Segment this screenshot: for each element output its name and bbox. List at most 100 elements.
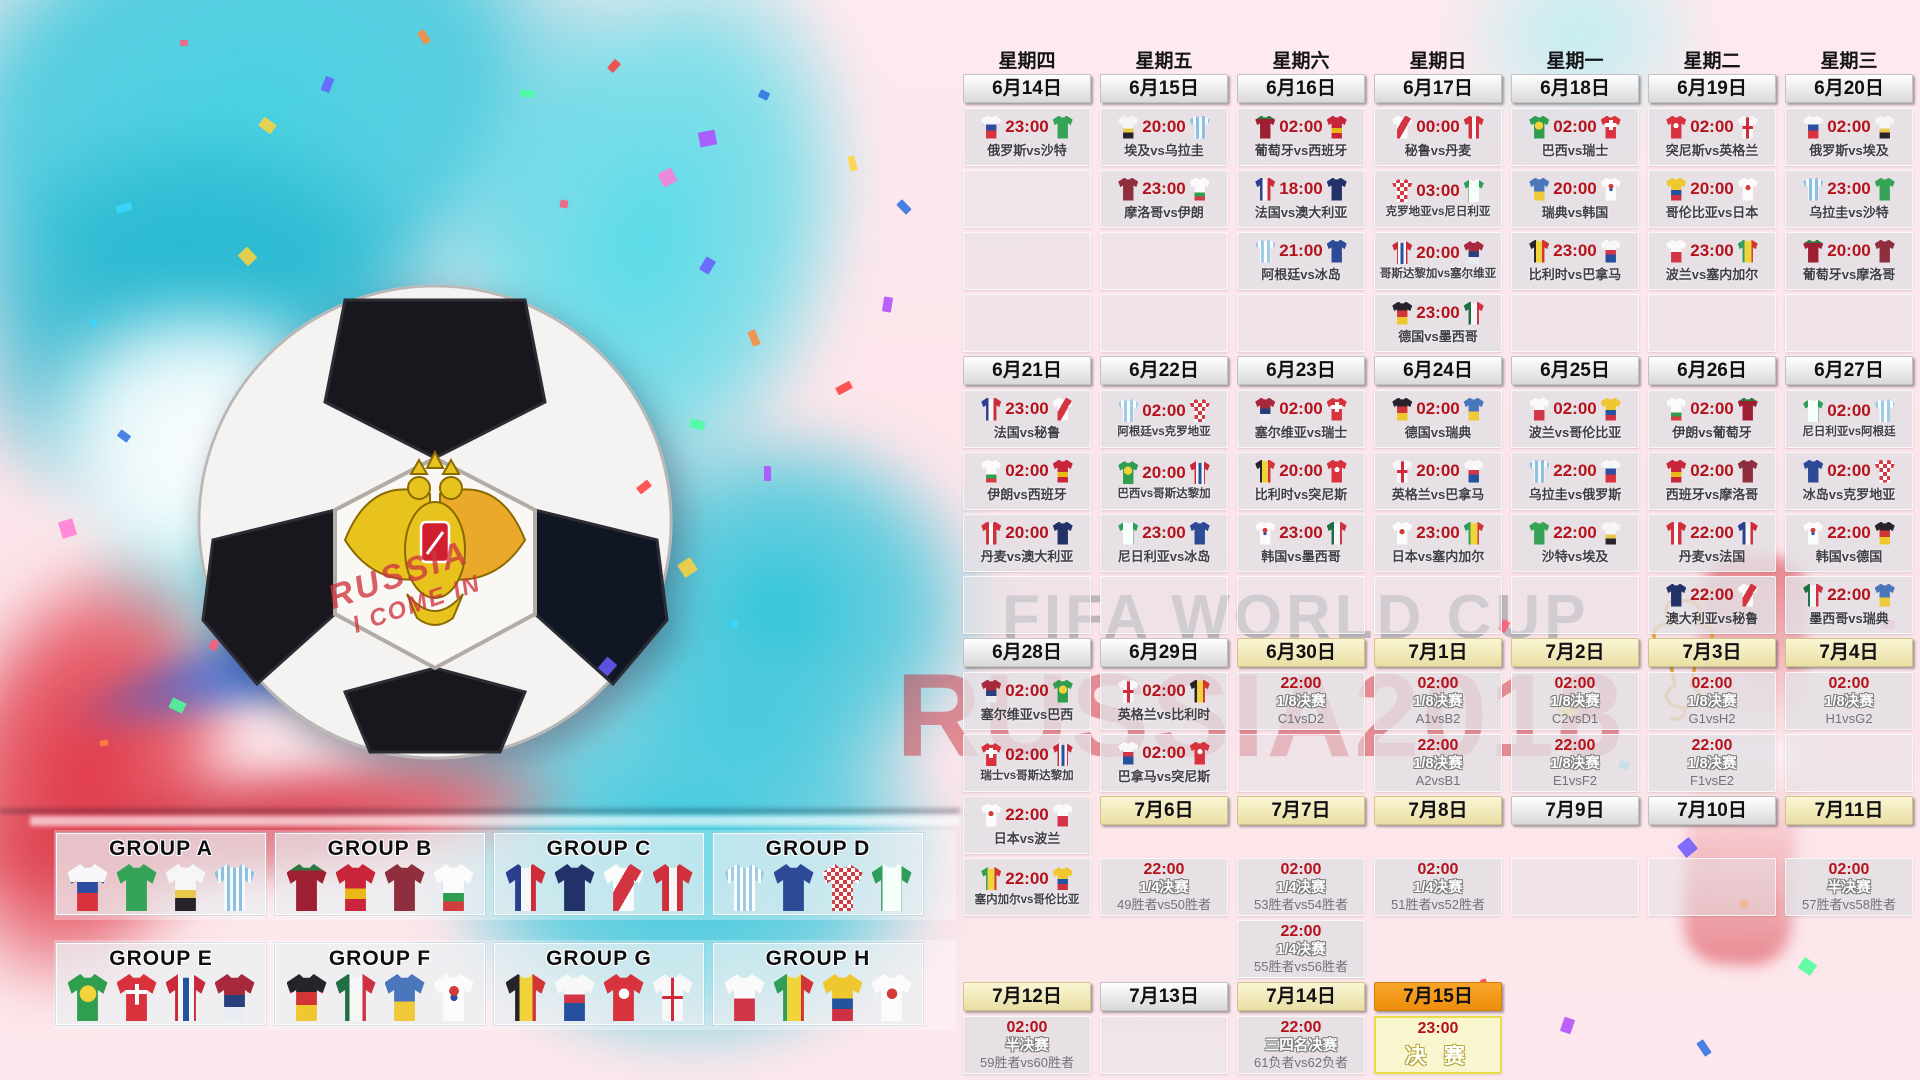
slot: 02:00 半决赛 59胜者vs60胜者 [963, 1016, 1091, 1074]
away-jersey-icon [1052, 115, 1073, 139]
slot: 02:00 半决赛 57胜者vs58胜者 [1785, 858, 1913, 916]
match-line: 22:00 [1529, 459, 1621, 483]
date-button[interactable]: 7月4日 [1785, 638, 1913, 667]
date-button[interactable]: 7月2日 [1511, 638, 1639, 667]
home-jersey-icon [1803, 177, 1824, 201]
date-button[interactable]: 6月30日 [1237, 638, 1365, 667]
slot [1785, 982, 1913, 1012]
date-button[interactable]: 6月17日 [1374, 74, 1502, 103]
schedule-row: 02:00 伊朗vs西班牙 20:00 巴西vs哥斯达黎加 20:00 比利时vs突尼斯 2… [963, 452, 1913, 510]
knockout-cell: 02:00 1/8决赛 A1vsB2 [1374, 672, 1502, 730]
match-time: 02:00 [1553, 117, 1597, 136]
slot: 23:00 韩国vs墨西哥 [1237, 514, 1365, 572]
away-jersey-icon [1052, 397, 1073, 421]
match-time: 21:00 [1279, 241, 1323, 260]
date-button[interactable]: 6月24日 [1374, 356, 1502, 385]
away-jersey-icon [1052, 521, 1073, 545]
match-line: 02:00 [1666, 397, 1758, 421]
home-jersey-icon [1118, 461, 1139, 484]
match-name: 德国vs墨西哥 [1398, 328, 1478, 344]
away-jersey-icon [1463, 115, 1484, 139]
match-cell: 22:00 塞内加尔vs哥伦比亚 [963, 858, 1091, 916]
home-jersey-icon [981, 459, 1002, 483]
date-button[interactable]: 7月13日 [1100, 982, 1228, 1011]
schedule-row: 23:00 摩洛哥vs伊朗 18:00 法国vs澳大利亚 03:00 克罗地亚vs尼日利亚… [963, 170, 1913, 228]
home-jersey-icon [1666, 239, 1687, 263]
weekday-label: 星期三 [1820, 51, 1878, 72]
date-button[interactable]: 7月3日 [1648, 638, 1776, 667]
away-jersey-icon [1874, 521, 1895, 545]
slot: 20:00 葡萄牙vs摩洛哥 [1785, 232, 1913, 290]
match-name: 乌拉圭vs俄罗斯 [1528, 486, 1622, 502]
match-cell: 20:00 英格兰vs巴拿马 [1374, 452, 1502, 510]
away-jersey-icon [1189, 679, 1210, 703]
date-button[interactable]: 7月15日 [1374, 982, 1502, 1011]
date-button[interactable]: 7月14日 [1237, 982, 1365, 1011]
match-line: 22:00 [1803, 521, 1895, 545]
group-panels: GROUP A GROUP B GROUP C GROUP D GROUP E GROUP… [56, 833, 923, 1025]
final-cell: 23:00 决 赛 [1374, 1016, 1502, 1074]
date-button[interactable]: 7月10日 [1648, 796, 1776, 825]
date-button[interactable]: 6月25日 [1511, 356, 1639, 385]
date-button[interactable]: 6月14日 [963, 74, 1091, 103]
home-jersey-icon [981, 397, 1002, 421]
date-button[interactable]: 7月6日 [1100, 796, 1228, 825]
away-jersey-icon [1874, 583, 1895, 607]
slot: 22:00 沙特vs埃及 [1511, 514, 1639, 572]
date-button[interactable]: 6月29日 [1100, 638, 1228, 667]
away-jersey-icon [1189, 741, 1210, 765]
slot: 18:00 法国vs澳大利亚 [1237, 170, 1365, 228]
date-button[interactable]: 6月18日 [1511, 74, 1639, 103]
date-button[interactable]: 6月16日 [1237, 74, 1365, 103]
match-cell: 02:00 伊朗vs葡萄牙 [1648, 390, 1776, 448]
date-button[interactable]: 7月7日 [1237, 796, 1365, 825]
jersey-icon [165, 974, 206, 1021]
slot: 20:00 瑞典vs韩国 [1511, 170, 1639, 228]
date-button[interactable]: 7月11日 [1785, 796, 1913, 825]
knockout-cell: 22:00 1/4决赛 55胜者vs56胜者 [1237, 920, 1365, 978]
match-line: 20:00 [1392, 241, 1484, 264]
match-cell: 02:00 冰岛vs克罗地亚 [1785, 452, 1913, 510]
slot [963, 294, 1091, 352]
match-time: 22:00 [1417, 737, 1459, 755]
match-time: 23:00 [1142, 179, 1186, 198]
match-name: 日本vs波兰 [993, 830, 1061, 846]
date-button[interactable]: 6月15日 [1100, 74, 1228, 103]
empty-cell [1511, 576, 1639, 634]
date-button[interactable]: 6月21日 [963, 356, 1091, 385]
date-button[interactable]: 6月28日 [963, 638, 1091, 667]
away-jersey-icon [1874, 177, 1895, 201]
date-button[interactable]: 7月12日 [963, 982, 1091, 1011]
match-name: 比利时vs巴拿马 [1528, 266, 1622, 282]
match-time: 02:00 [1142, 681, 1186, 700]
match-time: 20:00 [1827, 241, 1871, 260]
stage-label: 1/4决赛 [1276, 941, 1326, 958]
empty-cell [963, 232, 1091, 290]
date-button[interactable]: 6月27日 [1785, 356, 1913, 385]
empty-cell [1100, 576, 1228, 634]
date-button[interactable]: 6月23日 [1237, 356, 1365, 385]
slot: 02:00 阿根廷vs克罗地亚 [1100, 390, 1228, 448]
date-button[interactable]: 7月8日 [1374, 796, 1502, 825]
date-button[interactable]: 6月20日 [1785, 74, 1913, 103]
schedule-row: 02:00 瑞士vs哥斯达黎加 02:00 巴拿马vs突尼斯 22:00 1/8决赛 A2v… [963, 734, 1913, 792]
slot: 7月2日 [1511, 638, 1639, 668]
home-jersey-icon [981, 115, 1002, 139]
slot: 02:00 西班牙vs摩洛哥 [1648, 452, 1776, 510]
date-button[interactable]: 7月9日 [1511, 796, 1639, 825]
date-button[interactable]: 6月19日 [1648, 74, 1776, 103]
match-time: 23:00 [1827, 179, 1871, 198]
match-line: 20:00 [1255, 459, 1347, 483]
home-jersey-icon [1255, 521, 1276, 545]
date-button[interactable]: 7月1日 [1374, 638, 1502, 667]
home-jersey-icon [1803, 459, 1824, 483]
home-jersey-icon [1392, 301, 1413, 325]
match-name: 巴西vs哥斯达黎加 [1117, 488, 1211, 500]
date-button[interactable]: 6月26日 [1648, 356, 1776, 385]
date-button[interactable]: 6月22日 [1100, 356, 1228, 385]
slot [1100, 232, 1228, 290]
match-cell: 23:00 韩国vs墨西哥 [1237, 514, 1365, 572]
jersey-icon [871, 974, 912, 1021]
match-cell: 02:00 瑞士vs哥斯达黎加 [963, 734, 1091, 792]
jersey-icon [822, 864, 863, 911]
